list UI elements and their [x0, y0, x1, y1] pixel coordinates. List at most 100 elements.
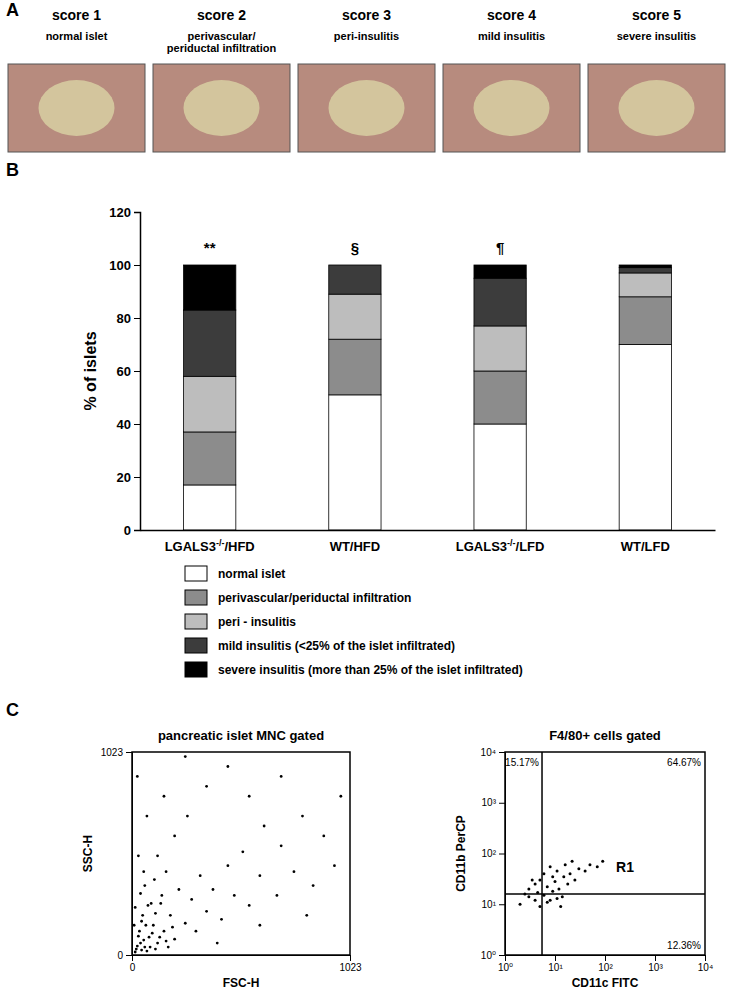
tick-mark — [499, 803, 505, 804]
quadrant-label: 12.36% — [667, 940, 701, 951]
axis: 01023 — [130, 955, 362, 973]
tick-mark — [655, 955, 656, 961]
tick-mark — [134, 318, 140, 319]
point — [564, 863, 567, 866]
islet-area — [184, 80, 260, 136]
tick-label: 60 — [117, 364, 131, 379]
point — [173, 835, 176, 838]
tick: 10¹ — [548, 955, 563, 973]
islet-area — [619, 80, 695, 136]
plot-frame — [505, 752, 705, 955]
legend-label: normal islet — [218, 567, 285, 581]
tick-label: 10¹ — [482, 899, 497, 910]
tick-label: 0 — [124, 523, 131, 538]
tick-label: 120 — [109, 205, 131, 220]
point — [551, 890, 554, 893]
point — [546, 885, 549, 888]
point — [258, 924, 261, 927]
tick: 10⁴ — [698, 955, 713, 973]
point — [160, 894, 163, 897]
point — [538, 879, 541, 882]
point — [556, 870, 559, 873]
point — [220, 918, 223, 921]
point — [212, 888, 215, 891]
tick: LGALS3-/-/HFD — [165, 530, 255, 554]
tick-mark — [134, 212, 140, 213]
bar-segment — [619, 265, 671, 268]
axis-title: % of islets — [82, 331, 99, 410]
legend-swatch — [185, 566, 207, 581]
point — [195, 930, 198, 933]
micrograph-placeholder — [8, 64, 145, 152]
tick-label: 100 — [109, 258, 131, 273]
point — [140, 920, 143, 923]
point — [263, 825, 266, 828]
point — [596, 865, 599, 868]
tick: 10⁰ — [498, 955, 513, 973]
point — [146, 815, 149, 818]
point — [134, 906, 137, 909]
bar-segment — [184, 485, 236, 530]
tick-mark — [134, 477, 140, 478]
point — [534, 899, 537, 902]
point — [165, 870, 168, 873]
legend-label: perivascular/periductal infiltration — [218, 591, 411, 605]
point — [177, 888, 180, 891]
tick: LGALS3-/-/LFD — [456, 530, 545, 554]
point — [573, 879, 576, 882]
point — [147, 904, 150, 907]
point — [169, 914, 172, 917]
point — [322, 835, 325, 838]
axis: LGALS3-/-/HFD WT/HFD LGALS3-/-/LFD WT/LFD — [141, 530, 716, 554]
axis-title: SSC-H — [81, 835, 95, 872]
point — [156, 854, 159, 857]
bar-segment — [619, 345, 671, 531]
point — [148, 936, 151, 939]
axis: 10⁰10¹10²10³10⁴ — [481, 747, 506, 961]
point — [158, 936, 161, 939]
point — [527, 887, 530, 890]
bar-segment — [619, 297, 671, 345]
legend-swatch — [185, 614, 207, 629]
point — [549, 899, 552, 902]
micrograph-placeholder — [153, 64, 290, 152]
tick-mark — [126, 955, 132, 956]
point — [601, 860, 604, 863]
point — [205, 785, 208, 788]
region-label: R1 — [616, 859, 634, 875]
islet-area — [39, 80, 115, 136]
tick-label: WT/LFD — [621, 539, 670, 554]
tick-label: 40 — [117, 417, 131, 432]
tick: WT/LFD — [621, 530, 670, 554]
point — [133, 924, 136, 927]
tick-mark — [134, 265, 140, 266]
significance-label: § — [351, 239, 359, 256]
point — [557, 887, 560, 890]
tick-label: 0 — [117, 950, 123, 961]
point — [205, 910, 208, 913]
tick-label: 10² — [482, 848, 497, 859]
axis: 10⁰10¹10²10³10⁴ — [498, 955, 713, 973]
plot-frame — [132, 752, 350, 955]
micrograph-placeholder — [443, 64, 580, 152]
point — [226, 765, 229, 768]
axis-title: CD11b PerCP — [454, 815, 468, 892]
point — [248, 904, 251, 907]
point — [184, 922, 187, 925]
point — [146, 950, 149, 953]
point — [154, 948, 157, 951]
point — [216, 942, 219, 945]
point — [258, 874, 261, 877]
bar-segment — [329, 294, 381, 339]
bar-segment — [329, 339, 381, 395]
axis-line — [134, 213, 141, 531]
tick-mark — [134, 530, 140, 531]
score-label: normal islet — [46, 30, 108, 42]
tick-label: WT/HFD — [330, 539, 381, 554]
panel-label: C — [6, 700, 19, 720]
bar-segment — [619, 273, 671, 297]
bar-segment — [329, 395, 381, 530]
point — [312, 884, 315, 887]
point — [141, 914, 144, 917]
islet-area — [474, 80, 550, 136]
